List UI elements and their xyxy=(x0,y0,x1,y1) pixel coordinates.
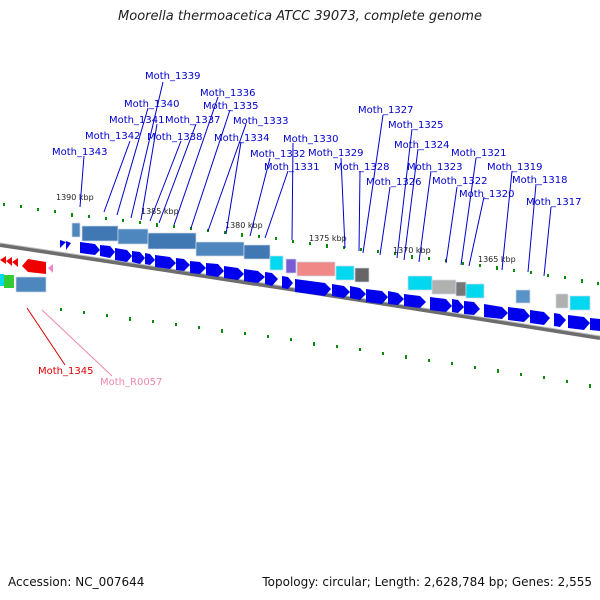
cog-block xyxy=(4,275,14,288)
cds-arrow xyxy=(508,307,530,322)
cds-arrow xyxy=(452,299,464,313)
cds-arrow xyxy=(388,291,404,305)
cds-arrow xyxy=(430,297,452,312)
cds-arrow xyxy=(145,253,155,265)
gene-label: Moth_1330 xyxy=(283,134,338,145)
gene-label: Moth_1321 xyxy=(451,148,506,159)
kbp-ticks: 1390 kbp 1385 kbp 1380 kbp 1375 kbp 1370… xyxy=(56,193,516,264)
cds-arrow xyxy=(115,248,132,262)
gene-label-rna: Moth_R0057 xyxy=(100,377,162,388)
cog-block xyxy=(15,276,47,293)
kbp-tick: 1370 kbp xyxy=(393,246,431,255)
label-leader-reverse xyxy=(26,307,66,366)
gene-label: Moth_1318 xyxy=(512,175,567,186)
cds-arrow xyxy=(366,289,388,304)
label-leader-rna xyxy=(41,309,113,377)
gene-label: Moth_1333 xyxy=(233,116,288,127)
gene-label: Moth_1331 xyxy=(264,162,319,173)
cds-arrow xyxy=(132,251,145,264)
gene-label: Moth_1329 xyxy=(308,148,363,159)
gene-label: Moth_1332 xyxy=(250,149,305,160)
cog-block xyxy=(0,274,4,286)
gene-label: Moth_1320 xyxy=(459,189,514,200)
cds-arrow xyxy=(100,245,115,258)
forward-cds-track xyxy=(60,240,600,331)
map-title: Moorella thermoacetica ATCC 39073, compl… xyxy=(118,9,482,24)
gene-label: Moth_1325 xyxy=(388,120,443,131)
cds-arrow xyxy=(484,304,508,319)
cds-arrow xyxy=(206,263,224,277)
cds-arrow xyxy=(66,241,71,250)
cds-arrow-reverse xyxy=(22,259,46,274)
cds-arrow xyxy=(404,294,426,308)
gene-labels: Moth_1339 Moth_1336 Moth_1340 Moth_1335 … xyxy=(38,71,581,388)
gene-label: Moth_1324 xyxy=(394,140,449,151)
gene-label: Moth_1343 xyxy=(52,147,107,158)
cds-arrow-reverse xyxy=(0,256,6,264)
cds-arrow xyxy=(332,284,350,298)
gene-label: Moth_1341 xyxy=(109,115,164,126)
cds-arrow xyxy=(464,301,480,315)
cds-arrow-reverse xyxy=(6,257,12,266)
cds-arrow xyxy=(590,318,600,331)
cds-arrow xyxy=(80,242,100,255)
label-leaders xyxy=(79,81,552,277)
genome-summary: Topology: circular; Length: 2,628,784 bp… xyxy=(262,575,592,589)
gene-label: Moth_1336 xyxy=(200,88,255,99)
kbp-tick: 1390 kbp xyxy=(56,193,94,202)
gene-label: Moth_1340 xyxy=(124,99,179,110)
kbp-tick: 1375 kbp xyxy=(309,234,347,243)
rna-arrow-reverse xyxy=(48,264,53,273)
cds-arrow xyxy=(190,261,206,274)
gene-label: Moth_1328 xyxy=(334,162,389,173)
gene-label: Moth_1319 xyxy=(487,162,542,173)
gene-label: Moth_1334 xyxy=(214,133,269,144)
cds-arrow xyxy=(176,258,190,271)
cds-arrow xyxy=(568,315,590,330)
gene-label-reverse: Moth_1345 xyxy=(38,366,93,377)
gene-label: Moth_1339 xyxy=(145,71,200,82)
cds-arrow xyxy=(244,269,265,283)
gene-label: Moth_1327 xyxy=(358,105,413,116)
gene-label: Moth_1317 xyxy=(526,197,581,208)
cds-arrow xyxy=(60,240,66,248)
cds-arrow xyxy=(295,279,331,296)
cds-arrow-reverse xyxy=(12,258,18,267)
reverse-cds-track xyxy=(0,256,53,293)
kbp-tick: 1380 kbp xyxy=(225,221,263,230)
kbp-tick: 1385 kbp xyxy=(141,207,179,216)
gene-label: Moth_1338 xyxy=(147,132,202,143)
kbp-tick: 1365 kbp xyxy=(478,255,516,264)
cog-blocks-outer xyxy=(71,222,591,311)
inner-tick-ring xyxy=(60,308,591,388)
gene-label: Moth_1326 xyxy=(366,177,421,188)
gene-label: Moth_1337 xyxy=(165,115,220,126)
cds-arrow xyxy=(554,313,566,327)
gene-label: Moth_1342 xyxy=(85,131,140,142)
cds-arrow xyxy=(282,276,293,289)
gene-label: Moth_1335 xyxy=(203,101,258,112)
gene-label: Moth_1323 xyxy=(407,162,462,173)
gene-label: Moth_1322 xyxy=(432,176,487,187)
cds-arrow xyxy=(265,272,278,286)
accession-label: Accession: NC_007644 xyxy=(8,575,145,589)
cds-arrow xyxy=(350,286,366,300)
cds-arrow xyxy=(224,266,244,280)
cds-arrow xyxy=(530,310,550,325)
cds-arrow xyxy=(155,255,176,269)
